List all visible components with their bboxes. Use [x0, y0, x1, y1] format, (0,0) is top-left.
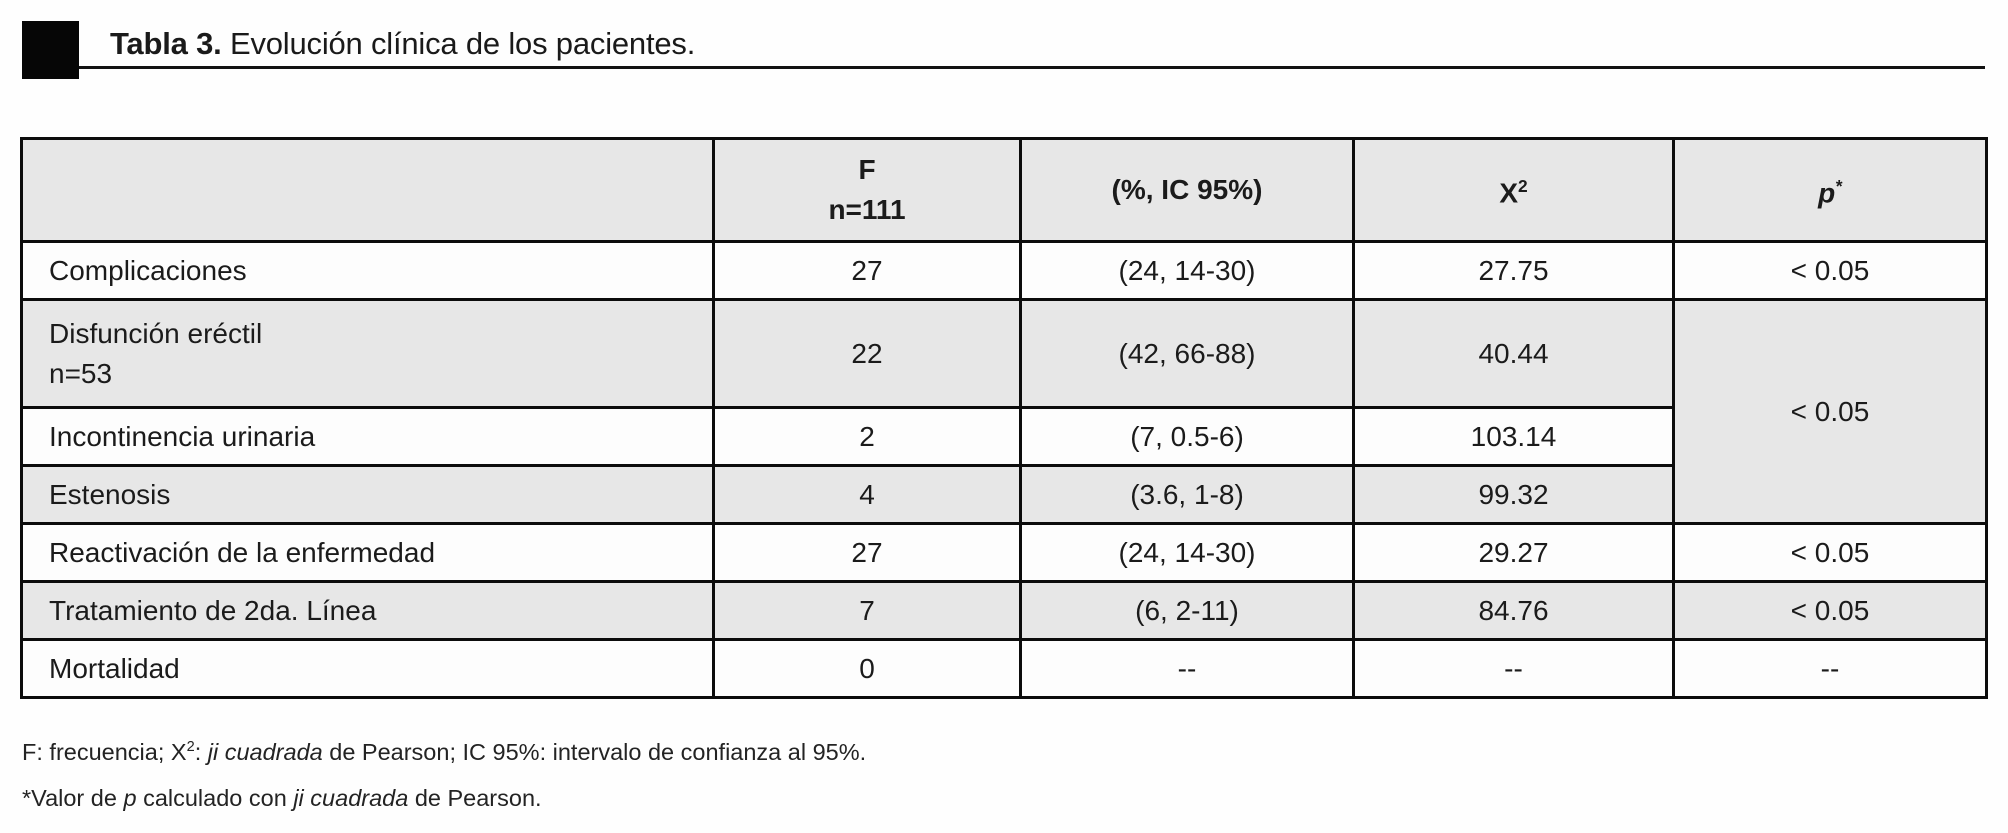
header-chi-square: X2 — [1352, 137, 1675, 243]
title-underline — [60, 66, 1985, 69]
cell-p-value: < 0.05 — [1672, 580, 1988, 641]
row-label: Disfunción eréctil n=53 — [20, 298, 715, 409]
cell-ic95: (42, 66-88) — [1019, 298, 1355, 409]
table-row: Tratamiento de 2da. Línea 7 (6, 2-11) 84… — [20, 580, 1988, 641]
cell-chi-square: 40.44 — [1352, 298, 1675, 409]
row-label: Mortalidad — [20, 638, 715, 699]
row-label: Estenosis — [20, 464, 715, 525]
table-footnotes: F: frecuencia; X2: ji cuadrada de Pearso… — [22, 724, 866, 821]
cell-ic95: (7, 0.5-6) — [1019, 406, 1355, 467]
header-frequency-line1: F — [858, 154, 876, 185]
table-marker-square — [22, 21, 79, 79]
header-p-value: p* — [1672, 137, 1988, 243]
cell-chi-square: 27.75 — [1352, 240, 1675, 301]
cell-p-value-merged: < 0.05 — [1672, 298, 1988, 525]
header-empty — [20, 137, 715, 243]
header-frequency: F n=111 — [712, 137, 1022, 243]
cell-frequency: 27 — [712, 240, 1022, 301]
cell-ic95: (3.6, 1-8) — [1019, 464, 1355, 525]
footnote-abbreviations: F: frecuencia; X2: ji cuadrada de Pearso… — [22, 738, 867, 765]
row-label: Complicaciones — [20, 240, 715, 301]
cell-chi-square: 103.14 — [1352, 406, 1675, 467]
cell-p-value: < 0.05 — [1672, 522, 1988, 583]
row-label: Tratamiento de 2da. Línea — [20, 580, 715, 641]
table-header-row: F n=111 (%, IC 95%) X2 p* — [20, 137, 1988, 243]
cell-ic95: (24, 14-30) — [1019, 522, 1355, 583]
table-title-text: Evolución clínica de los pacientes. — [229, 26, 696, 61]
header-ic95: (%, IC 95%) — [1019, 137, 1355, 243]
cell-frequency: 22 — [712, 298, 1022, 409]
table-row: Estenosis 4 (3.6, 1-8) 99.32 — [20, 464, 1987, 525]
cell-ic95: (24, 14-30) — [1019, 240, 1355, 301]
cell-ic95: -- — [1019, 638, 1355, 699]
cell-frequency: 27 — [712, 522, 1022, 583]
table-title: Tabla 3. Evolución clínica de los pacien… — [110, 26, 695, 62]
cell-frequency: 0 — [712, 638, 1022, 699]
table-row: Incontinencia urinaria 2 (7, 0.5-6) 103.… — [20, 406, 1987, 467]
cell-p-value: < 0.05 — [1672, 240, 1988, 301]
cell-frequency: 2 — [712, 406, 1022, 467]
cell-chi-square: -- — [1352, 638, 1675, 699]
table-row: Reactivación de la enfermedad 27 (24, 14… — [20, 522, 1988, 583]
cell-chi-square: 29.27 — [1352, 522, 1675, 583]
row-label: Reactivación de la enfermedad — [20, 522, 715, 583]
cell-frequency: 4 — [712, 464, 1022, 525]
cell-ic95: (6, 2-11) — [1019, 580, 1355, 641]
table-row: Disfunción eréctil n=53 22 (42, 66-88) 4… — [20, 298, 1988, 525]
cell-p-value: -- — [1672, 638, 1988, 699]
clinical-evolution-table: F n=111 (%, IC 95%) X2 p* Complicaciones… — [20, 137, 1988, 699]
table-title-label: Tabla 3. — [110, 26, 222, 61]
cell-frequency: 7 — [712, 580, 1022, 641]
cell-chi-square: 99.32 — [1352, 464, 1675, 525]
table-row: Mortalidad 0 -- -- -- — [20, 638, 1988, 699]
cell-chi-square: 84.76 — [1352, 580, 1675, 641]
footnote-p-value: *Valor de p calculado con ji cuadrada de… — [22, 784, 542, 811]
table-row: Complicaciones 27 (24, 14-30) 27.75 < 0.… — [20, 240, 1988, 301]
row-label: Incontinencia urinaria — [20, 406, 715, 467]
header-frequency-line2: n=111 — [828, 194, 906, 225]
